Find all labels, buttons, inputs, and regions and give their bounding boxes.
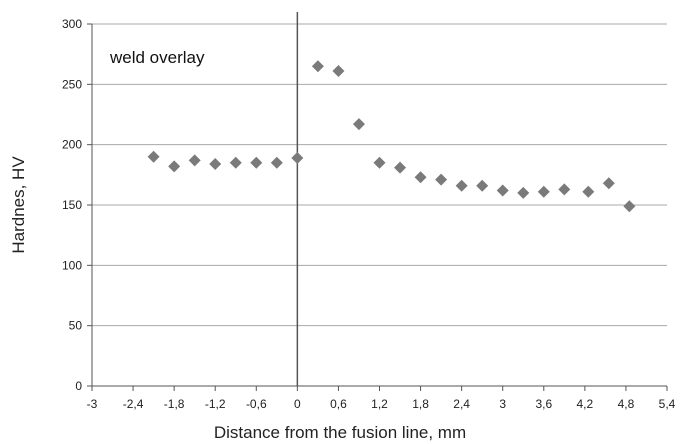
data-point: [623, 200, 636, 213]
data-point: [311, 60, 324, 73]
y-tick-labels: 0 50 100 150 200 250 300: [62, 17, 82, 393]
data-point: [582, 185, 595, 198]
y-tick-label: 150: [62, 198, 82, 212]
data-point: [291, 151, 304, 164]
x-tick-labels: -3 -2,4 -1,8 -1,2 -0,6 0 0,6 1,2 1,8 2,4 3 3,6 4,2 4,…: [87, 397, 676, 411]
weld-overlay-annotation: weld overlay: [109, 48, 205, 67]
y-tick-label: 0: [75, 379, 82, 393]
data-point: [209, 157, 222, 170]
x-tick-label: 4,8: [618, 397, 635, 411]
x-tick-label: 5,4: [659, 397, 676, 411]
data-point: [373, 156, 386, 169]
data-point: [229, 156, 242, 169]
data-point: [250, 156, 263, 169]
data-point: [602, 177, 615, 190]
data-point: [435, 173, 448, 186]
x-tick-label: 0,6: [330, 397, 347, 411]
data-point: [455, 179, 468, 192]
y-axis-title: Hardnes, HV: [9, 156, 28, 254]
data-point: [476, 179, 489, 192]
data-point: [558, 183, 571, 196]
y-tick-label: 250: [62, 77, 82, 91]
grid-lines: [92, 23, 667, 327]
data-point: [168, 160, 181, 173]
x-tick-label: -1,2: [205, 397, 226, 411]
x-tick-label: -0,6: [246, 397, 267, 411]
y-tick-label: 100: [62, 258, 82, 272]
x-tick-label: -1,8: [164, 397, 185, 411]
data-point: [537, 185, 550, 198]
x-tick-label: 3,6: [535, 397, 552, 411]
data-point: [147, 150, 160, 163]
x-tick-label: 4,2: [577, 397, 594, 411]
y-tick-label: 300: [62, 17, 82, 31]
data-point: [332, 65, 345, 78]
x-tick-label: 1,2: [371, 397, 388, 411]
y-tick-label: 50: [69, 319, 83, 333]
data-points: [147, 60, 636, 213]
x-axis-title: Distance from the fusion line, mm: [214, 423, 466, 442]
x-tick-label: 2,4: [453, 397, 470, 411]
data-point: [352, 118, 365, 131]
x-tick-label: 0: [294, 397, 301, 411]
axes: [87, 12, 668, 391]
x-tick-label: 1,8: [412, 397, 429, 411]
y-tick-label: 200: [62, 138, 82, 152]
data-point: [414, 171, 427, 184]
data-point: [188, 154, 201, 167]
data-point: [517, 186, 530, 199]
data-point: [270, 156, 283, 169]
x-tick-label: 3: [499, 397, 506, 411]
x-tick-label: -3: [87, 397, 98, 411]
data-point: [394, 161, 407, 174]
data-point: [496, 184, 509, 197]
x-tick-label: -2,4: [123, 397, 144, 411]
